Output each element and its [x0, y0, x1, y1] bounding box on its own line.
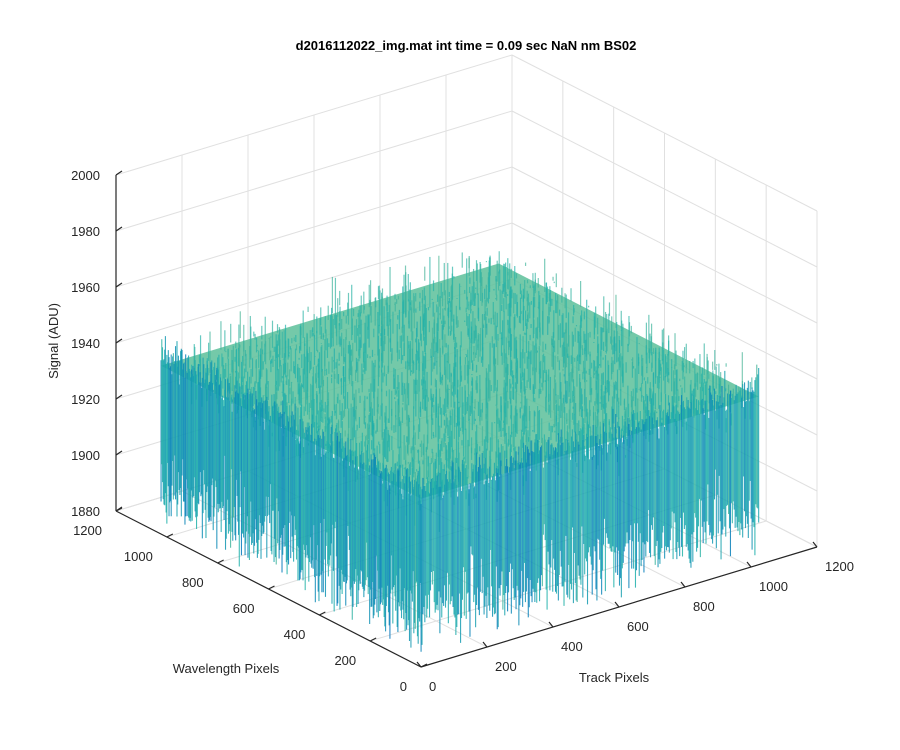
back-grid-z-left	[115, 110, 513, 232]
z-tick-label: 1920	[71, 392, 100, 407]
x-tick-label: 1000	[759, 579, 788, 594]
y-tick-mark	[319, 611, 326, 616]
y-tick-mark	[217, 559, 224, 564]
y-tick-mark	[369, 637, 377, 642]
back-grid-z-right	[511, 110, 818, 268]
x-tick-label: 400	[561, 639, 583, 654]
z-tick-mark	[115, 170, 123, 176]
x-tick-label: 600	[627, 619, 649, 634]
y-tick-label: 200	[334, 653, 356, 668]
y-tick-label: 600	[233, 601, 255, 616]
axes	[115, 170, 818, 668]
back-grid-z-right	[511, 166, 818, 324]
back-grid-z-right	[511, 222, 818, 380]
z-tick-label: 1940	[71, 336, 100, 351]
z-tick-label: 1960	[71, 280, 100, 295]
x-tick-mark	[614, 601, 620, 608]
z-tick-mark	[115, 226, 123, 232]
z-tick-mark	[115, 282, 123, 288]
back-grid-z-left	[115, 222, 513, 344]
x-tick-mark	[812, 541, 818, 548]
y-tick-label: 1200	[73, 523, 102, 538]
x-tick-label: 800	[693, 599, 715, 614]
back-grid-z-left	[115, 54, 513, 176]
y-tick-label: 800	[182, 575, 204, 590]
x-tick-mark	[548, 621, 554, 628]
back-grid-z-right	[511, 54, 818, 212]
chart-title: d2016112022_img.mat int time = 0.09 sec …	[296, 38, 637, 53]
z-tick-label: 1880	[71, 504, 100, 519]
y-tick-label: 400	[284, 627, 306, 642]
y-axis-label: Wavelength Pixels	[173, 661, 280, 676]
tick-labels: 0 200 400 600 800 1000 1200 0 200 400 600 800 1000 12…	[71, 168, 854, 694]
y-tick-label: 0	[400, 679, 407, 694]
back-grid-z-left	[115, 166, 513, 288]
x-tick-mark	[416, 661, 422, 668]
x-tick-label: 1200	[825, 559, 854, 574]
x-tick-mark	[482, 641, 488, 648]
x-tick-label: 0	[429, 679, 436, 694]
z-tick-label: 1980	[71, 224, 100, 239]
x-tick-mark	[680, 581, 686, 588]
surface-plot	[160, 251, 760, 652]
z-tick-mark	[115, 450, 123, 456]
z-tick-mark	[115, 394, 123, 400]
x-tick-mark	[746, 561, 752, 568]
y-tick-mark	[420, 663, 428, 668]
z-tick-label: 2000	[71, 168, 100, 183]
z-tick-mark	[115, 338, 123, 344]
y-tick-mark	[268, 585, 275, 590]
z-tick-label: 1900	[71, 448, 100, 463]
y-tick-mark	[166, 533, 174, 538]
z-tick-mark	[115, 506, 123, 512]
y-tick-label: 1000	[124, 549, 153, 564]
z-axis-label: Signal (ADU)	[46, 303, 61, 379]
x-axis-label: Track Pixels	[579, 670, 650, 685]
x-tick-label: 200	[495, 659, 517, 674]
